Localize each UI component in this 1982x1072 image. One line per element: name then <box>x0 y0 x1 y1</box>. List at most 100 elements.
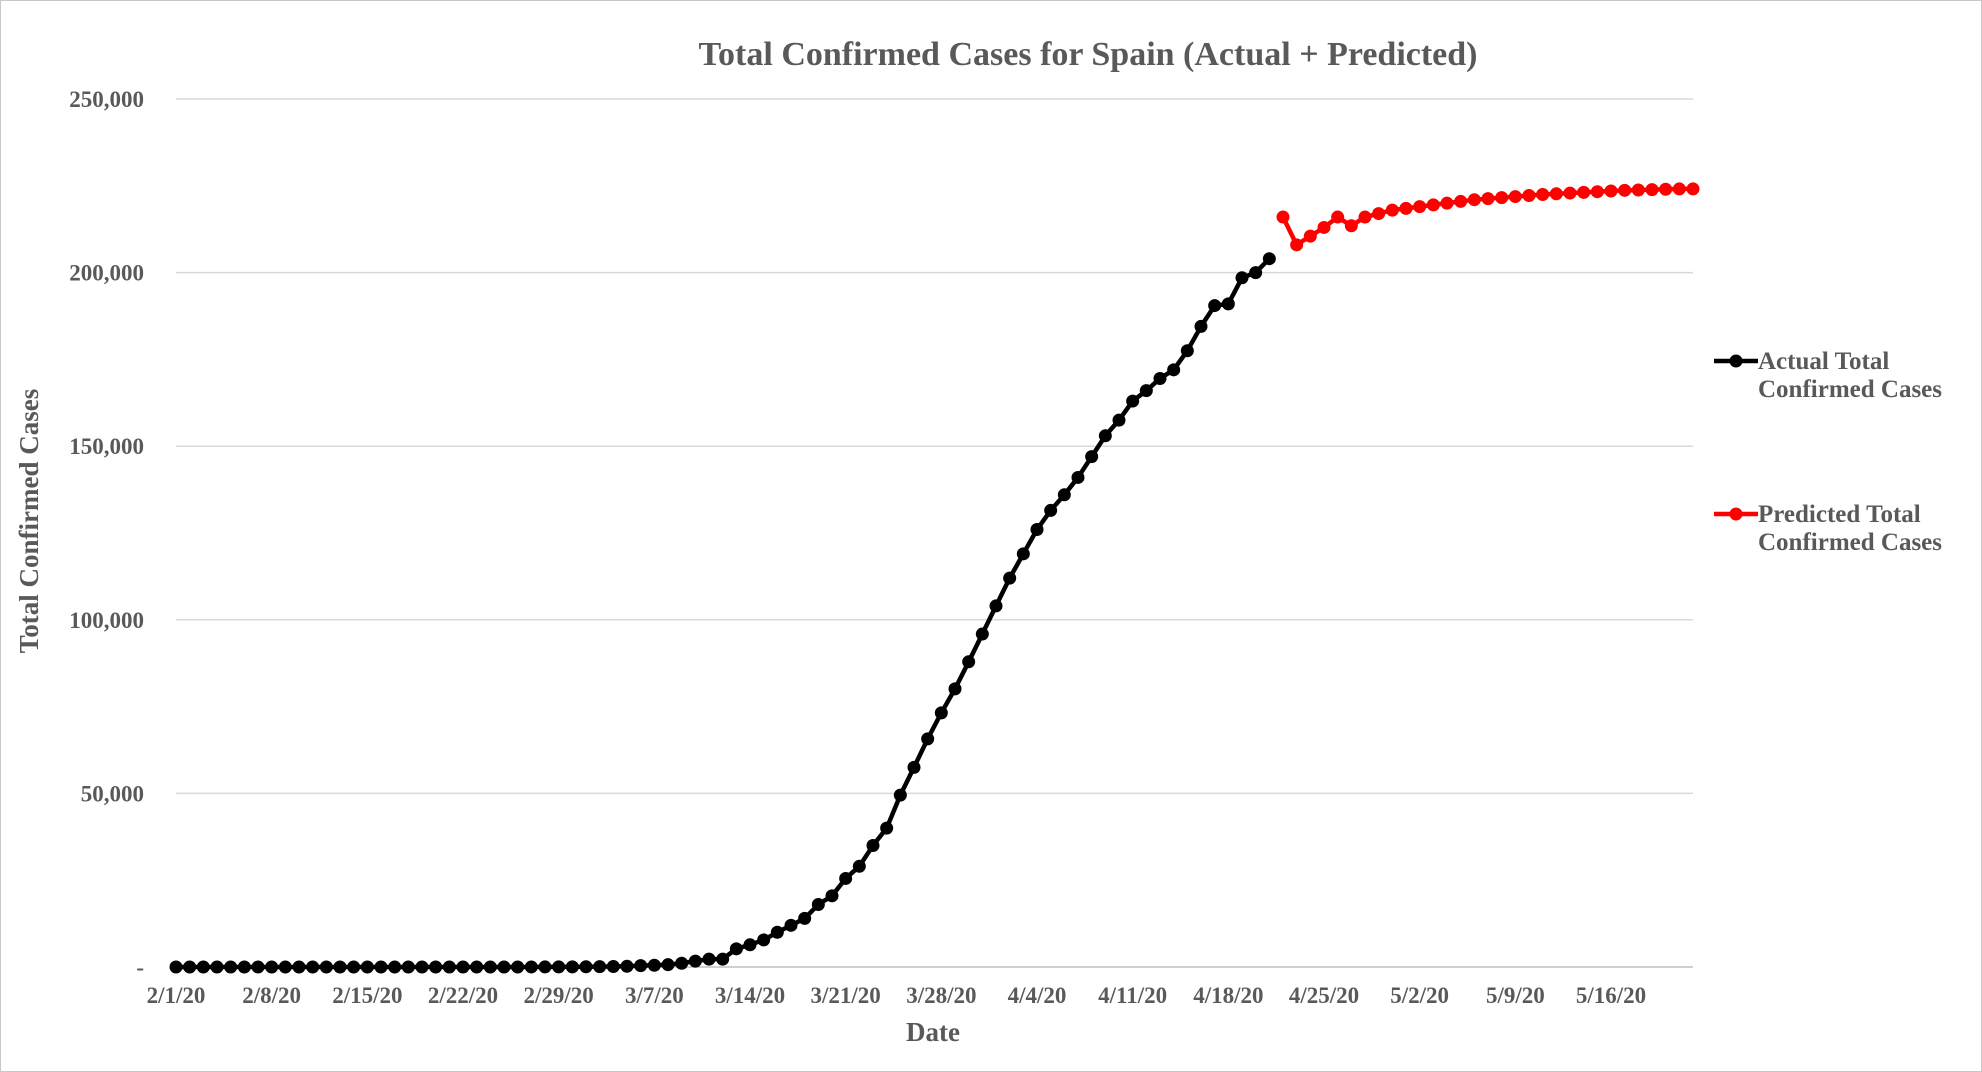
data-point <box>251 960 265 974</box>
data-point <box>1180 344 1194 358</box>
data-point <box>1208 299 1222 313</box>
data-point <box>743 938 757 952</box>
x-tick-label: 4/11/20 <box>1098 983 1167 1008</box>
data-point <box>1618 183 1632 197</box>
data-point <box>265 960 279 974</box>
data-point <box>1686 182 1700 196</box>
data-point <box>552 960 566 974</box>
data-point <box>757 933 771 947</box>
data-point <box>347 960 361 974</box>
data-point <box>852 859 866 873</box>
data-point <box>319 960 333 974</box>
data-point <box>1672 182 1686 196</box>
y-tick-label: 50,000 <box>81 781 144 806</box>
data-point <box>620 959 634 973</box>
data-point <box>989 599 1003 613</box>
y-tick-label: 250,000 <box>69 87 144 112</box>
data-point <box>1426 198 1440 212</box>
data-point <box>907 760 921 774</box>
data-point <box>1495 191 1509 205</box>
data-point <box>893 788 907 802</box>
data-point <box>1522 189 1536 203</box>
data-point <box>839 871 853 885</box>
data-point <box>1303 229 1317 243</box>
y-tick-label: 150,000 <box>69 434 144 459</box>
data-point <box>1440 196 1454 210</box>
data-point <box>1536 187 1550 201</box>
data-point <box>333 960 347 974</box>
x-tick-label: 2/1/20 <box>147 983 206 1008</box>
data-point <box>962 655 976 669</box>
data-point <box>647 958 661 972</box>
legend-swatch-marker <box>1729 507 1743 521</box>
data-point <box>1344 219 1358 233</box>
data-point <box>1016 547 1030 561</box>
data-point <box>784 918 798 932</box>
data-point <box>1645 183 1659 197</box>
data-point <box>1003 571 1017 585</box>
data-point <box>975 627 989 641</box>
data-point <box>1044 503 1058 517</box>
x-tick-label: 4/18/20 <box>1193 983 1263 1008</box>
data-point <box>1317 220 1331 234</box>
data-point <box>634 959 648 973</box>
y-tick-label: - <box>136 955 144 980</box>
data-point <box>1235 271 1249 285</box>
data-point <box>1563 186 1577 200</box>
data-point <box>1276 210 1290 224</box>
data-point <box>1030 523 1044 537</box>
data-point <box>401 960 415 974</box>
data-point <box>374 960 388 974</box>
y-axis-ticks: - 50,000 100,000 150,000 200,000 250,000 <box>69 87 144 980</box>
x-tick-label: 5/16/20 <box>1576 983 1646 1008</box>
data-point <box>1194 319 1208 333</box>
data-point <box>1577 185 1591 199</box>
data-point <box>565 960 579 974</box>
gridlines <box>176 98 1693 968</box>
data-point <box>1153 371 1167 385</box>
x-tick-label: 2/15/20 <box>332 983 402 1008</box>
data-point <box>606 959 620 973</box>
data-point <box>1413 200 1427 214</box>
y-tick-label: 100,000 <box>69 608 144 633</box>
data-point <box>1467 193 1481 207</box>
data-point <box>278 960 292 974</box>
data-point <box>1085 450 1099 464</box>
data-point <box>360 960 374 974</box>
legend-label: Confirmed Cases <box>1758 529 1942 556</box>
data-point <box>1508 190 1522 204</box>
x-tick-label: 2/29/20 <box>524 983 594 1008</box>
data-point <box>1385 203 1399 217</box>
data-point <box>1167 363 1181 377</box>
series-layer <box>169 182 1700 974</box>
data-point <box>688 954 702 968</box>
x-tick-label: 3/28/20 <box>906 983 976 1008</box>
data-point <box>716 952 730 966</box>
data-point <box>497 960 511 974</box>
data-point <box>1249 266 1263 280</box>
data-point <box>1358 210 1372 224</box>
data-point <box>729 942 743 956</box>
y-axis-label: Total Confirmed Cases <box>14 389 44 654</box>
x-axis-ticks: 2/1/20 2/8/20 2/15/20 2/22/20 2/29/20 3/7/20 3… <box>147 983 1647 1008</box>
data-point <box>593 960 607 974</box>
series-line <box>176 257 1271 970</box>
legend-label: Predicted Total <box>1758 501 1921 528</box>
data-point <box>702 952 716 966</box>
data-point <box>880 821 894 835</box>
data-point <box>1331 210 1345 224</box>
data-point <box>1399 201 1413 215</box>
data-point <box>934 706 948 720</box>
x-tick-label: 4/4/20 <box>1008 983 1067 1008</box>
data-point <box>1659 182 1673 196</box>
data-point <box>1631 183 1645 197</box>
data-point <box>798 911 812 925</box>
data-point <box>388 960 402 974</box>
data-point <box>483 960 497 974</box>
data-point <box>866 838 880 852</box>
x-tick-label: 3/21/20 <box>811 983 881 1008</box>
